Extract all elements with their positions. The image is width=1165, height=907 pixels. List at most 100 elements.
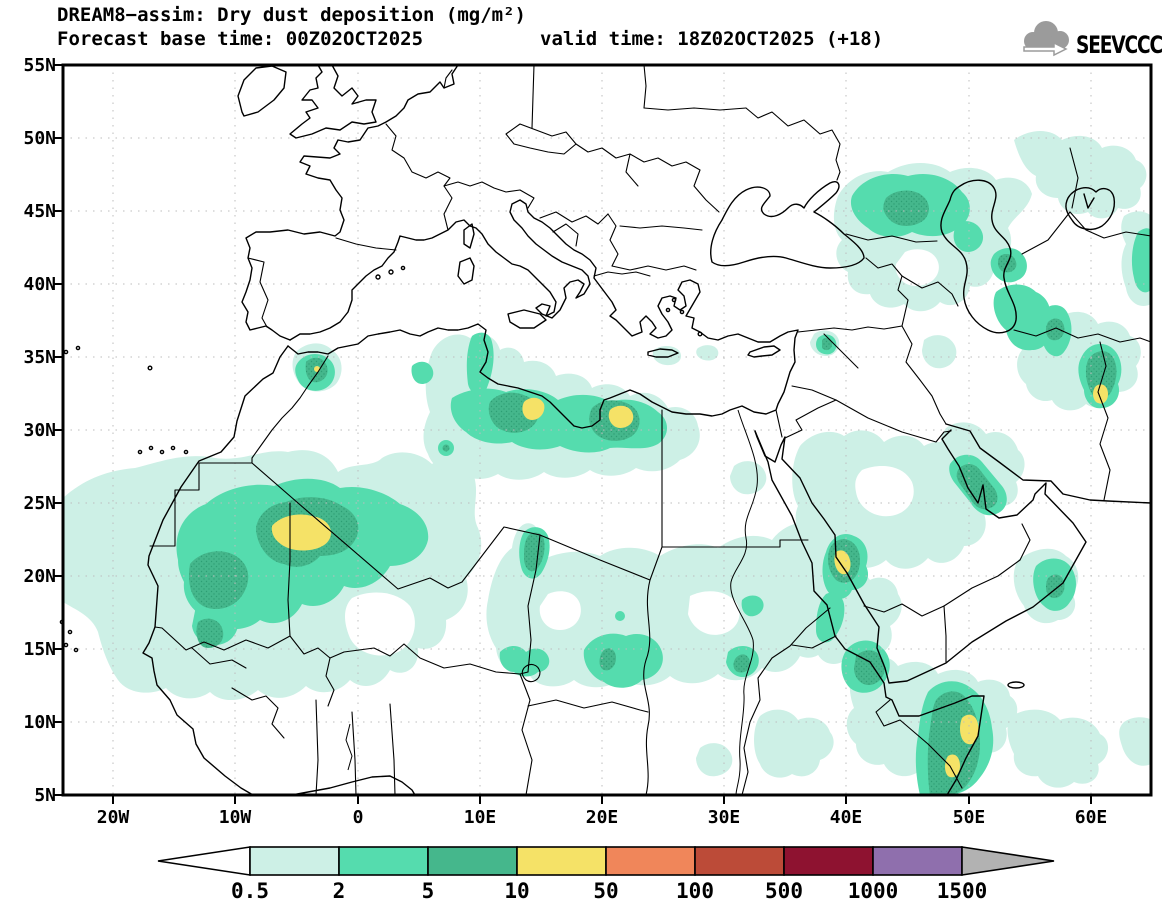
- lat-tick-label: 20N: [23, 566, 56, 587]
- dust-max-somalia-2: [945, 754, 960, 778]
- coast-sinai-arabia: [754, 429, 1087, 684]
- coast-cyprus: [747, 345, 781, 358]
- colorbar-segment: [427, 846, 518, 876]
- dust-core-persian-gulf: [956, 464, 998, 510]
- lat-tick-label: 50N: [23, 128, 56, 149]
- coast-atlantic-europe: [241, 64, 459, 341]
- colorbar-segment: [872, 846, 963, 876]
- lat-tick-label: 30N: [23, 420, 56, 441]
- coast-corsica: [463, 223, 475, 249]
- colorbar-segment: [338, 846, 429, 876]
- dust-core-sudan-dot: [733, 654, 750, 673]
- dust-patch-egypt-pale-2: [730, 461, 767, 495]
- colorbar-level-label: 1000: [848, 879, 899, 903]
- dust-patch-south-sudan-pale: [696, 743, 733, 777]
- dust-patch-chad-big-mint: [583, 633, 663, 688]
- dust-max-west-africa: [271, 514, 332, 551]
- colorbar: 0.5 2 5 10 50 100 500 1000 1500: [157, 846, 1055, 903]
- coast-atlantic-africa: [142, 345, 289, 796]
- dust-max-libya-east: [608, 405, 634, 428]
- lat-tick-label: 10N: [23, 712, 56, 733]
- lon-tick-label: 20E: [586, 807, 619, 828]
- lat-tick-label: 15N: [23, 639, 56, 660]
- colorbar-level-label: 5: [422, 879, 435, 903]
- coast-sicily: [507, 309, 547, 329]
- coastlines: [59, 64, 1152, 796]
- coast-crete: [647, 348, 679, 358]
- coast-black-sea: [710, 181, 865, 269]
- dust-core-west-africa-sw: [188, 551, 249, 610]
- colorbar-level-label: 500: [765, 879, 803, 903]
- dust-max-iran-60e: [1093, 384, 1108, 404]
- aral-inner: [1083, 193, 1095, 209]
- logo-text: SEEVCCC: [1076, 31, 1163, 59]
- lon-tick-label: 10E: [464, 807, 497, 828]
- lon-axis-labels: 20W 10W 0 10E 20E 30E 40E 50E 60E: [97, 807, 1108, 828]
- lat-tick-label: 35N: [23, 347, 56, 368]
- rivers: [345, 409, 758, 796]
- colorbar-level-label: 1500: [937, 879, 988, 903]
- colorbar-under-arrow: [157, 846, 251, 876]
- seevccc-logo: SEEVCCC: [1023, 21, 1164, 59]
- valid-time: valid time: 18Z02OCT2025 (+18): [540, 28, 884, 50]
- coast-iran-south: [945, 423, 1152, 504]
- colorbar-level-label: 100: [676, 879, 714, 903]
- dust-patch-sahel-east-pale: [486, 521, 855, 688]
- dust-patch-nile-dot-mint: [741, 595, 764, 617]
- lon-tick-label: 30E: [708, 807, 741, 828]
- colorbar-segment: [783, 846, 874, 876]
- colorbar-level-label: 10: [504, 879, 529, 903]
- grid-lines: [63, 65, 1151, 795]
- coast-caspian-sea: [940, 179, 1017, 334]
- dust-patch-right-edge-pale-south: [1119, 717, 1151, 766]
- lon-tick-label: 60E: [1075, 807, 1108, 828]
- colorbar-segment: [605, 846, 696, 876]
- dust-patch-arabian-sea-pale: [1007, 709, 1109, 788]
- coast-britain: [289, 64, 377, 139]
- country-borders: [149, 64, 1152, 796]
- dust-shading-level-0p5-2: [63, 131, 1151, 788]
- dust-core-caucasus: [883, 190, 929, 226]
- volta-lake: [345, 723, 353, 771]
- lon-tick-label: 20W: [97, 807, 130, 828]
- colorbar-over-arrow: [961, 846, 1055, 876]
- coast-socotra: [1007, 681, 1025, 689]
- coast-sardinia: [457, 257, 475, 285]
- dust-patch-chad-pair-mint: [499, 646, 550, 677]
- dust-patch-north-algeria-mint: [411, 361, 434, 384]
- dust-patch-zagros-pale: [922, 335, 957, 369]
- dust-max-somalia-1: [960, 714, 979, 745]
- dust-core-bab-el-mandeb: [854, 650, 885, 686]
- lon-tick-label: 40E: [830, 807, 863, 828]
- dust-patch-caspian-tail-mint: [953, 221, 984, 252]
- colorbar-segment: [516, 846, 607, 876]
- lat-axis-labels: 55N 50N 45N 40N 35N 30N 25N 20N 15N 10N …: [23, 55, 56, 806]
- dust-core-iran-60e: [1085, 351, 1117, 399]
- colorbar-segment: [249, 846, 340, 876]
- lat-tick-label: 45N: [23, 201, 56, 222]
- dust-shading-level-10-50: [271, 366, 1108, 778]
- lon-tick-label: 0: [353, 807, 364, 828]
- colorbar-level-label: 0.5: [231, 879, 269, 903]
- cloud-icon: [1023, 21, 1069, 57]
- coast-aral-sea: [1065, 187, 1116, 231]
- dust-core-central-algeria: [442, 444, 450, 452]
- lat-tick-label: 40N: [23, 274, 56, 295]
- dust-max-libya-west: [522, 397, 545, 420]
- nile-river: [730, 409, 758, 796]
- colorbar-level-label: 2: [333, 879, 346, 903]
- dust-patch-ethiopia-pale: [754, 709, 834, 778]
- coast-ireland: [237, 65, 287, 117]
- coast-gulf-of-guinea: [291, 775, 416, 796]
- dust-shading-white-gaps: [345, 249, 939, 656]
- dust-patch-sudan-small-mint: [615, 611, 625, 621]
- dust-patch-right-edge-mint: [1131, 228, 1151, 293]
- lat-tick-label: 55N: [23, 55, 56, 76]
- dust-patch-se-caspian-2-mint: [993, 284, 1051, 351]
- colorbar-level-label: 50: [593, 879, 618, 903]
- dust-patch-south-of-crete-2: [696, 345, 719, 361]
- page-title: DREAM8−assim: Dry dust deposition (mg/m²…: [57, 4, 526, 26]
- lat-tick-label: 5N: [34, 785, 56, 806]
